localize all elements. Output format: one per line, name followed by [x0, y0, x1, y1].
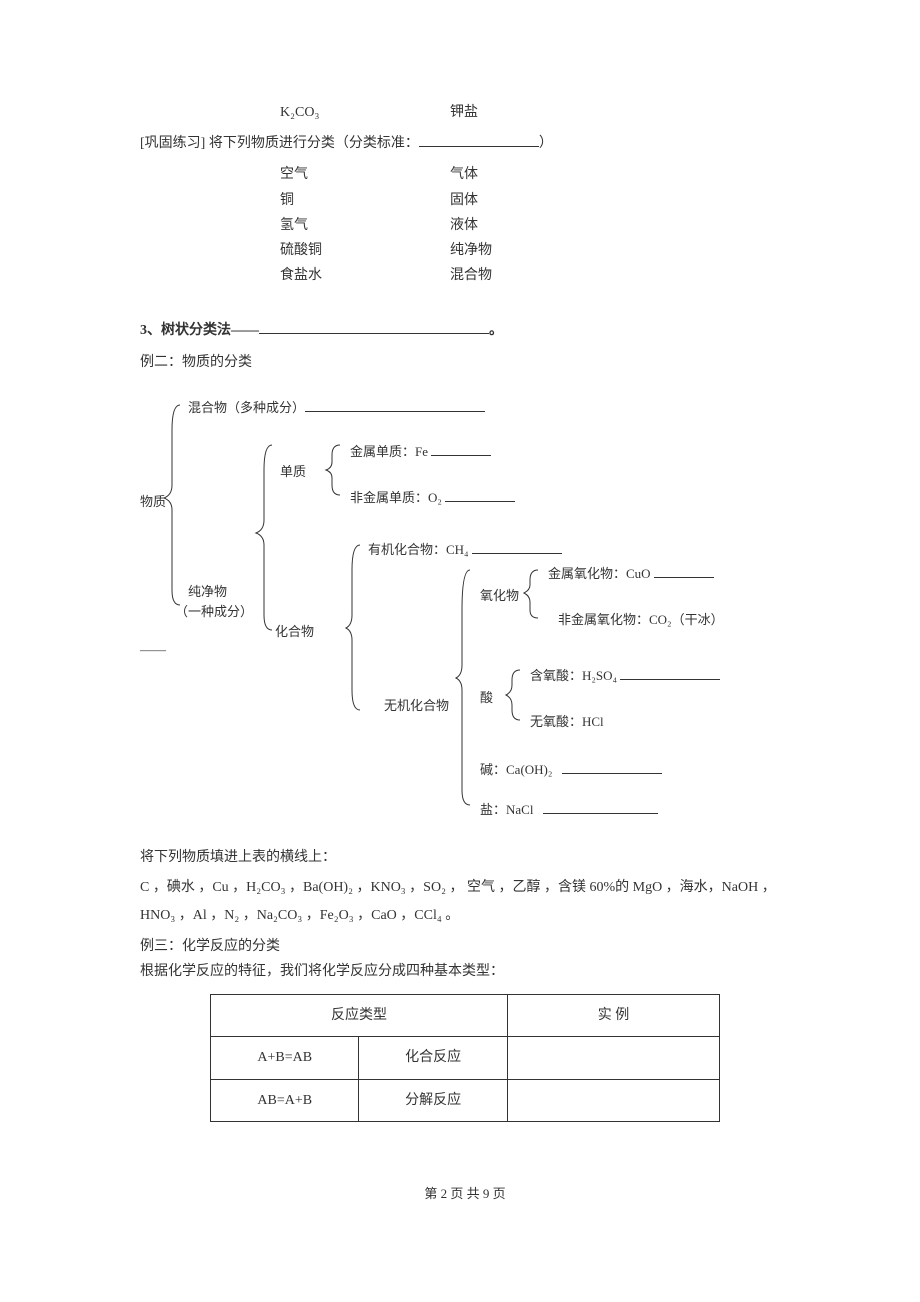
p-right: 混合物 — [450, 263, 492, 288]
example2-title: 例二：物质的分类 — [140, 350, 790, 375]
s3-blank — [259, 320, 489, 334]
substances-list: C ，碘水 ，Cu ，H₂CO₃ ，Ba(OH)₂ ，KNO₃ ，SO₂ ， 空… — [140, 874, 790, 930]
classification-tree: 混合物（多种成分） 物质 单质 金属单质：Fe 非金属单质：O₂ 纯净物 （一种… — [140, 390, 790, 830]
tree-root: 物质 — [140, 490, 166, 513]
mo-blank — [654, 565, 714, 578]
cell-example — [507, 1079, 719, 1121]
practice-row: 空气 气体 — [280, 162, 790, 187]
jian-blank — [562, 761, 662, 774]
p-left: 铜 — [280, 188, 450, 213]
yan-blank — [543, 801, 658, 814]
practice-rows: 空气 气体 铜 固体 氢气 液体 硫酸铜 纯净物 食盐水 混合物 — [140, 162, 790, 288]
hys-blank — [620, 667, 720, 680]
header-left: K₂CO₃ — [280, 100, 450, 125]
practice-line: [巩固练习] 将下列物质进行分类（分类标准： ） — [140, 131, 790, 156]
tree-jian: 碱：Ca(OH)₂ — [480, 758, 662, 781]
example3-title: 例三：化学反应的分类 — [140, 934, 790, 959]
p-right: 气体 — [450, 162, 478, 187]
p-left: 食盐水 — [280, 263, 450, 288]
s3-label: 3、树状分类法—— — [140, 323, 259, 338]
nmd-text: 非金属单质：O₂ — [350, 490, 442, 505]
tree-nonmetal-oxide: 非金属氧化物：CO₂（干冰） — [558, 608, 724, 631]
yan-text: 盐：NaCl — [480, 802, 533, 817]
tree-metal-oxide: 金属氧化物：CuO — [548, 562, 714, 585]
tree-huahewu: 化合物 — [275, 620, 314, 643]
tree-pure-note: （一种成分） — [175, 600, 253, 623]
reaction-table: 反应类型 实 例 A+B=AB 化合反应 AB=A+B 分解反应 — [210, 994, 720, 1122]
md-text: 金属单质：Fe — [350, 444, 428, 459]
p-right: 液体 — [450, 213, 478, 238]
tree-dash: —— — [140, 638, 166, 661]
cell-formula: A+B=AB — [211, 1037, 359, 1079]
practice-row: 食盐水 混合物 — [280, 263, 790, 288]
md-blank — [431, 443, 491, 456]
tree-hanyangsuan: 含氧酸：H₂SO₄ — [530, 664, 720, 687]
practice-label: [巩固练习] 将下列物质进行分类（分类标准： — [140, 136, 419, 151]
tree-wuji: 无机化合物 — [384, 694, 449, 717]
mix-text: 混合物（多种成分） — [188, 400, 305, 415]
tree-yan: 盐：NaCl — [480, 798, 658, 821]
jian-text: 碱：Ca(OH)₂ — [480, 762, 552, 777]
practice-row: 氢气 液体 — [280, 213, 790, 238]
page-footer: 第 2 页 共 9 页 — [140, 1182, 790, 1205]
tree-metal-danzhi: 金属单质：Fe — [350, 440, 491, 463]
table-row: A+B=AB 化合反应 — [211, 1037, 720, 1079]
tree-youji: 有机化合物：CH₄ — [368, 538, 562, 561]
youji-text: 有机化合物：CH₄ — [368, 542, 469, 557]
header-row: K₂CO₃ 钾盐 — [140, 100, 790, 125]
tree-suan: 酸 — [480, 686, 493, 709]
mo-text: 金属氧化物：CuO — [548, 566, 651, 581]
cell-name: 分解反应 — [359, 1079, 507, 1121]
table-row: AB=A+B 分解反应 — [211, 1079, 720, 1121]
p-right: 固体 — [450, 188, 478, 213]
practice-end: ） — [539, 136, 553, 151]
practice-row: 硫酸铜 纯净物 — [280, 238, 790, 263]
nmd-blank — [445, 489, 515, 502]
p-left: 氢气 — [280, 213, 450, 238]
tree-nonmetal-danzhi: 非金属单质：O₂ — [350, 486, 515, 509]
example3-desc: 根据化学反应的特征，我们将化学反应分成四种基本类型： — [140, 959, 790, 984]
mix-blank — [305, 399, 485, 412]
youji-blank — [472, 541, 562, 554]
tree-wuyangsuan: 无氧酸：HCl — [530, 710, 604, 733]
tree-yanghuawu: 氧化物 — [480, 584, 519, 607]
p-right: 纯净物 — [450, 238, 492, 263]
hys-text: 含氧酸：H₂SO₄ — [530, 668, 617, 683]
th-example: 实 例 — [507, 995, 719, 1037]
tree-danzhi: 单质 — [280, 460, 306, 483]
tree-mix: 混合物（多种成分） — [188, 396, 485, 419]
th-type: 反应类型 — [211, 995, 508, 1037]
s3-end: 。 — [489, 323, 503, 338]
practice-blank — [419, 133, 539, 147]
fill-instruction: 将下列物质填进上表的横线上： — [140, 845, 790, 870]
p-left: 空气 — [280, 162, 450, 187]
section-3-title: 3、树状分类法—— 。 — [140, 318, 790, 343]
cell-formula: AB=A+B — [211, 1079, 359, 1121]
table-row: 反应类型 实 例 — [211, 995, 720, 1037]
cell-example — [507, 1037, 719, 1079]
practice-row: 铜 固体 — [280, 188, 790, 213]
cell-name: 化合反应 — [359, 1037, 507, 1079]
p-left: 硫酸铜 — [280, 238, 450, 263]
header-right: 钾盐 — [450, 100, 478, 125]
